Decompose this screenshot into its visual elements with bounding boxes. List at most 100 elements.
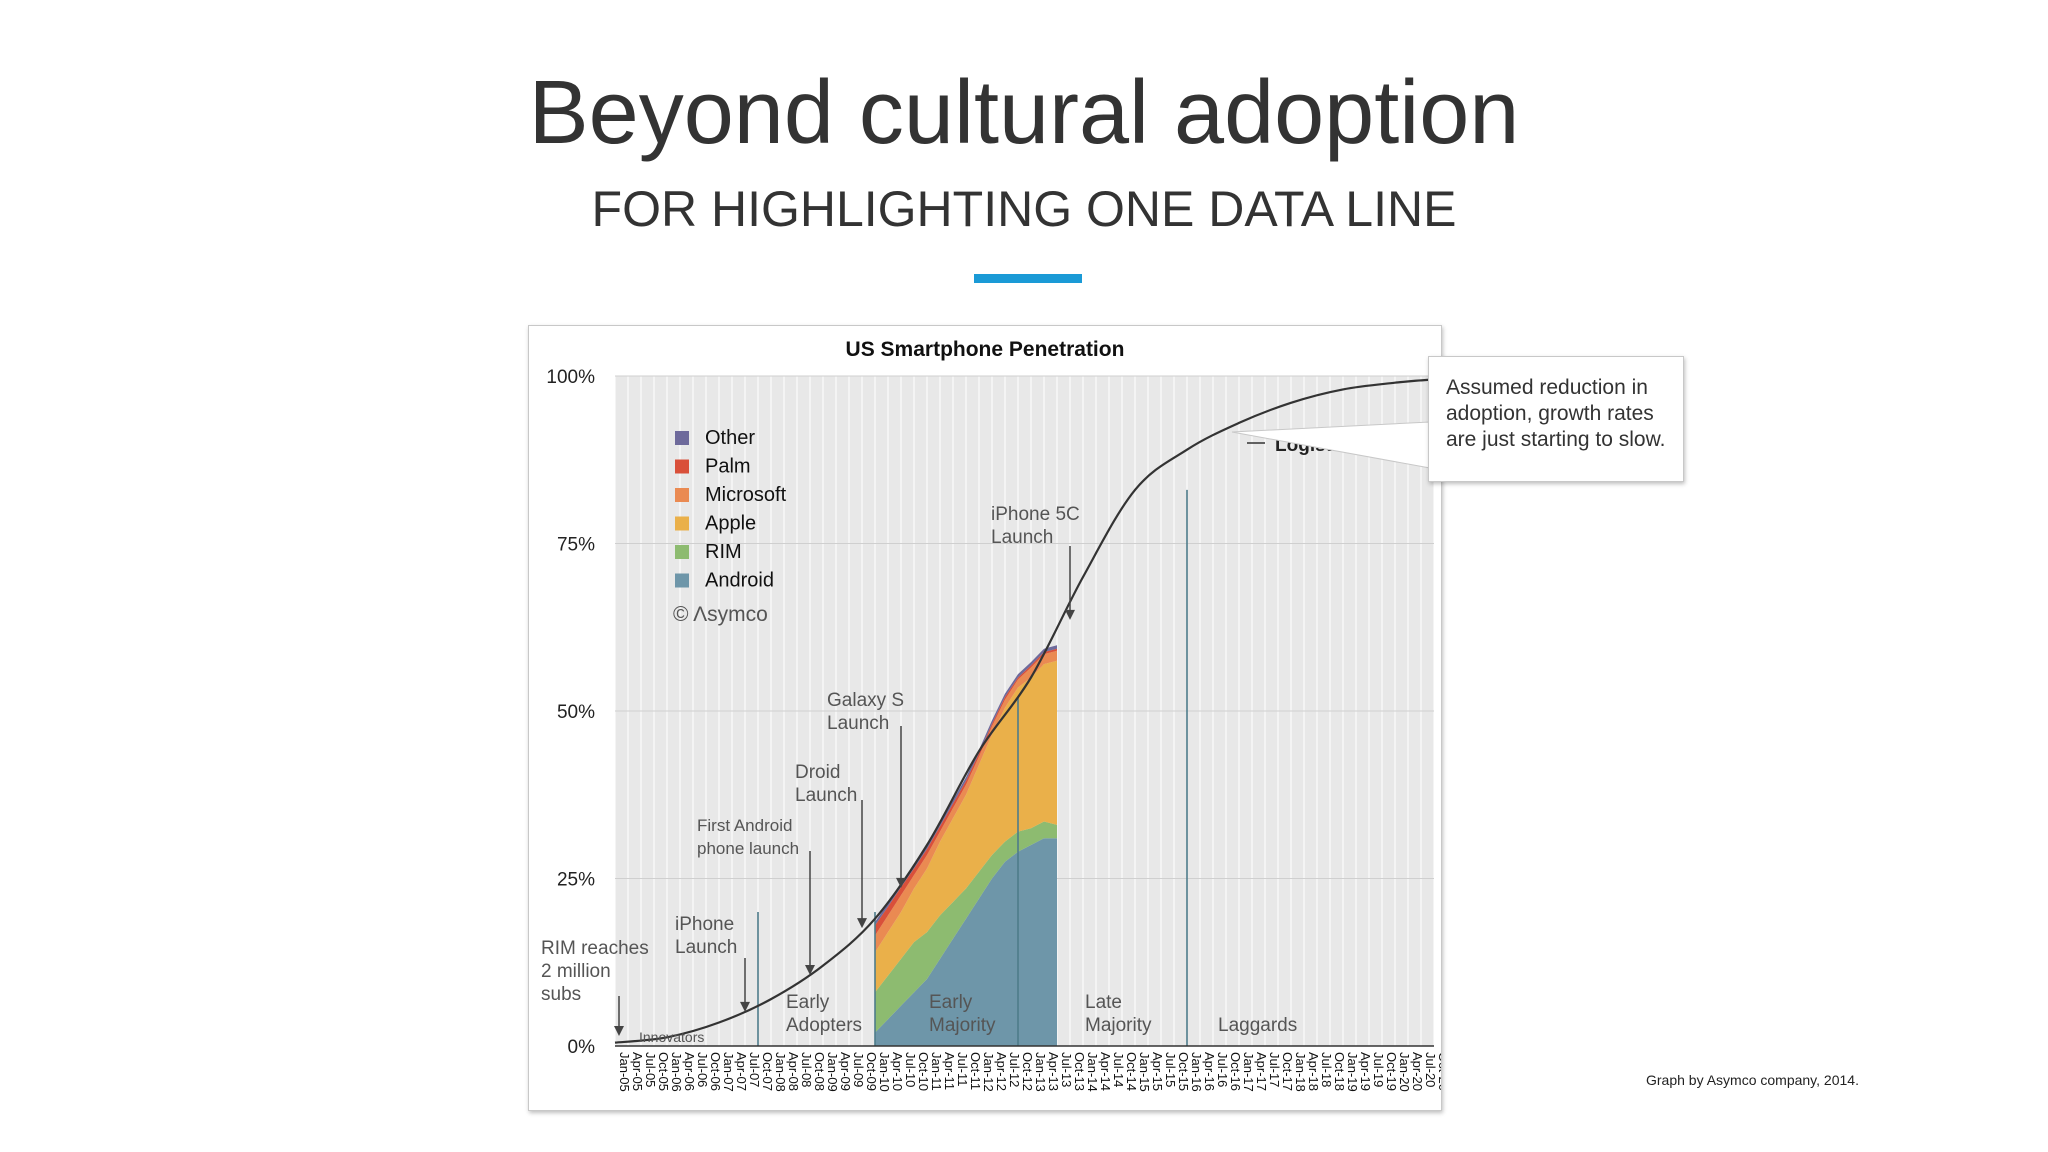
x-tick-label: Jul-20: [1423, 1052, 1438, 1087]
x-tick-label: Jul-17: [1267, 1052, 1282, 1087]
annotation-arrow-head: [1065, 609, 1075, 620]
slide-title: Beyond cultural adoption: [528, 63, 1520, 163]
x-tick-label: Apr-08: [786, 1052, 801, 1091]
chart-frame: US Smartphone Penetration 0% 25% 50% 75% 100%…: [528, 325, 1442, 1111]
x-tick-label: Apr-09: [838, 1052, 853, 1091]
x-tick-label: Oct-05: [656, 1052, 671, 1091]
x-tick-label: Apr-15: [1150, 1052, 1165, 1091]
area-android: [875, 838, 1057, 1046]
area-apple: [875, 660, 1057, 993]
x-tick-label: Jan-11: [929, 1052, 944, 1091]
x-tick-label: Jul-10: [903, 1052, 918, 1087]
x-tick-label: Apr-16: [1202, 1052, 1217, 1091]
x-tick-label: Oct-19: [1384, 1052, 1399, 1091]
smartphone-penetration-chart: US Smartphone Penetration 0% 25% 50% 75% 100%…: [541, 338, 1441, 1092]
legend-label: Android: [705, 570, 774, 592]
area-microsoft: [875, 650, 1057, 953]
logistic-curve: [614, 378, 1435, 1044]
x-tick-label: Jan-05: [617, 1052, 632, 1092]
phase-label: Late Majority: [1085, 992, 1152, 1036]
x-tick-label: Jan-09: [825, 1052, 840, 1092]
x-tick-label: Jul-14: [1111, 1052, 1126, 1087]
x-tick-label: Jul-15: [1163, 1052, 1178, 1087]
legend-label: RIM: [705, 541, 742, 563]
event-annotation: First Android phone launch: [697, 816, 799, 858]
legend-swatch: [675, 431, 689, 445]
x-tick-label: Apr-06: [682, 1052, 697, 1091]
x-tick-label: Apr-18: [1306, 1052, 1321, 1091]
x-tick-label: Apr-07: [734, 1052, 749, 1091]
y-tick-label: 25%: [557, 870, 595, 891]
y-tick-label: 100%: [546, 367, 595, 388]
y-tick-label: 75%: [557, 535, 595, 556]
event-annotation: iPhone Launch: [675, 914, 737, 958]
x-tick-label: Jan-13: [1033, 1052, 1048, 1092]
x-tick-label: Oct-06: [708, 1052, 723, 1091]
legend-label: Microsoft: [705, 484, 787, 506]
x-tick-label: Jan-06: [669, 1052, 684, 1092]
callout-box: Assumed reduction in adoption, growth ra…: [1428, 356, 1684, 482]
callout-text: Assumed reduction in adoption, growth ra…: [1446, 376, 1666, 451]
x-tick-label: Jul-09: [851, 1052, 866, 1087]
x-tick-label: Apr-11: [942, 1052, 957, 1090]
x-tick-label: Oct-09: [864, 1052, 879, 1091]
x-tick-label: Jul-11: [955, 1052, 970, 1086]
x-tick-label: Jul-19: [1371, 1052, 1386, 1087]
x-tick-label: Oct-13: [1072, 1052, 1087, 1091]
phase-label: Innovators: [639, 1029, 704, 1045]
x-tick-label: Jan-07: [721, 1052, 736, 1092]
x-tick-label: Jul-18: [1319, 1052, 1334, 1087]
x-tick-label: Apr-20: [1410, 1052, 1425, 1091]
x-tick-label: Jan-08: [773, 1052, 788, 1092]
x-tick-label: Jul-05: [643, 1052, 658, 1087]
event-annotation: iPhone 5C Launch: [991, 504, 1080, 548]
x-tick-label: Jan-20: [1397, 1052, 1412, 1092]
event-annotation: Droid Launch: [795, 762, 857, 806]
legend-label: Other: [705, 427, 755, 449]
legend-swatch: [675, 516, 689, 531]
event-annotation: Galaxy S Launch: [827, 690, 904, 734]
legend-label: Apple: [705, 513, 756, 535]
x-tick-label: Oct-10: [916, 1052, 931, 1091]
legend-swatch: [675, 459, 689, 474]
phase-label: Laggards: [1218, 1015, 1297, 1036]
legend-swatch: [675, 488, 689, 502]
x-tick-label: Jul-08: [799, 1052, 814, 1087]
x-tick-label: Jan-15: [1137, 1052, 1152, 1092]
x-tick-label: Jan-10: [877, 1052, 892, 1092]
copyright-label: © Λsymco: [673, 603, 768, 626]
x-tick-label: Jan-18: [1293, 1052, 1308, 1092]
x-tick-label: Oct-08: [812, 1052, 827, 1091]
x-tick-label: Jan-17: [1241, 1052, 1256, 1092]
accent-divider: [974, 274, 1082, 283]
x-tick-label: Oct-15: [1176, 1052, 1191, 1091]
x-tick-label: Jan-14: [1085, 1052, 1100, 1092]
annotation-arrow-head: [805, 965, 815, 975]
annotation-arrow-head: [896, 877, 906, 888]
annotation-arrow-head: [740, 1001, 750, 1012]
x-tick-label: Apr-10: [890, 1052, 905, 1091]
legend-label: Palm: [705, 456, 751, 478]
x-tick-label: Jul-06: [695, 1052, 710, 1087]
x-tick-label: Oct-11: [968, 1052, 983, 1090]
x-tick-label: Jul-12: [1007, 1052, 1022, 1087]
x-tick-label: Jan-16: [1189, 1052, 1204, 1092]
x-tick-label: Apr-05: [630, 1052, 645, 1091]
x-tick-label: Jul-16: [1215, 1052, 1230, 1087]
x-tick-label: Oct-12: [1020, 1052, 1035, 1091]
annotation-arrow-head: [614, 1026, 624, 1036]
x-tick-label: Apr-19: [1358, 1052, 1373, 1091]
legend-swatch: [675, 545, 689, 559]
x-tick-label: Jan-19: [1345, 1052, 1360, 1092]
x-tick-label: Jul-07: [747, 1052, 762, 1087]
phase-label: Early Majority: [929, 992, 996, 1036]
area-rim: [875, 821, 1057, 1033]
x-tick-label: Oct-14: [1124, 1052, 1139, 1091]
source-note: Graph by Asymco company, 2014.: [1646, 1072, 1859, 1088]
chart-title: US Smartphone Penetration: [846, 338, 1125, 361]
x-tick-label: Oct-20: [1436, 1052, 1441, 1091]
x-tick-label: Oct-17: [1280, 1052, 1295, 1091]
y-tick-label: 50%: [557, 702, 595, 723]
y-tick-label: 0%: [568, 1037, 596, 1058]
x-tick-label: Oct-07: [760, 1052, 775, 1091]
